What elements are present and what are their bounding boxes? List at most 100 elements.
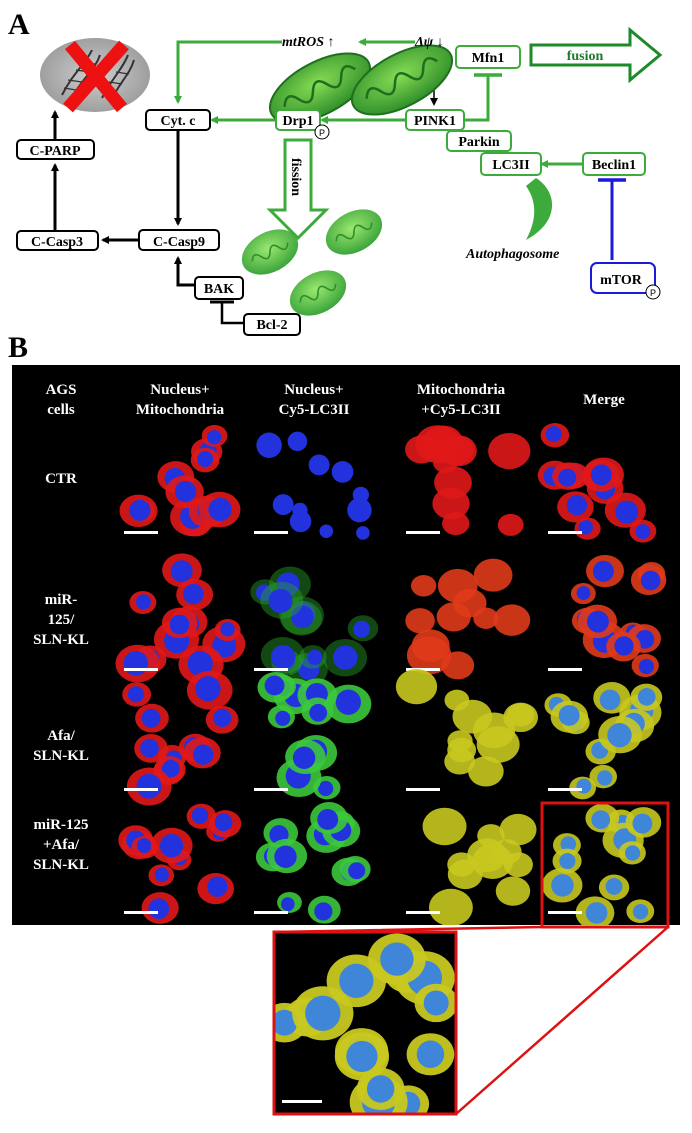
cell-nucleus [576,586,591,600]
row-label-2-line3: SLN-KL [33,632,89,648]
micrograph-tile [254,802,371,924]
cell-cytoplasm [477,824,505,848]
cell-nucleus [291,605,314,629]
panel-a-letter: A [8,8,30,41]
cell-nucleus [256,432,282,458]
cell-cytoplasm [422,807,467,846]
node-lc3ii: LC3II [480,152,542,176]
cell-nucleus [319,524,334,538]
phospho-badge-drp1 [314,124,330,140]
micrograph-tile [118,803,242,924]
cell-nucleus [255,584,273,601]
node-drp1: Drp1 P [275,109,330,140]
blocked-x-icon [63,40,129,113]
cell-nucleus [348,862,366,880]
cell-nucleus [170,560,193,583]
cell-nucleus [545,426,562,443]
cell-nucleus [154,867,169,882]
cell-nucleus [614,636,634,656]
svg-text:mTOR: mTOR [600,273,643,288]
fusion-label: fusion [567,49,604,64]
cell-nucleus [366,1075,395,1103]
panel-b-confocal-grid: B AGS cells Nucleus+ Mitochondria Nucleu… [8,331,680,1116]
cell-nucleus [187,651,213,677]
cell-cytoplasm [405,435,439,464]
svg-text:P: P [319,128,325,138]
zoom-inset-border [272,930,458,1116]
micrograph-tile [122,670,239,806]
inhibit-pink1-mfn1 [464,75,490,122]
cell-nucleus [174,480,197,503]
cell-nucleus [169,614,190,635]
micrograph-tile [254,672,372,800]
cell-nucleus [274,1009,298,1036]
micrograph-tile [544,681,663,800]
node-cparp: C-PARP [16,139,95,160]
cell-cytoplasm [499,813,537,846]
cell-nucleus [339,963,374,998]
mitochondrion-fragment-icon [289,270,347,316]
fusion-arrow: fusion [529,26,663,84]
cell-nucleus [352,486,369,504]
cell-nucleus [136,773,162,799]
cell-nucleus [346,1040,378,1073]
cell-cytoplasm [497,513,524,536]
svg-text:P: P [650,288,656,298]
cell-nucleus [591,810,611,830]
svg-text:Cyt. c: Cyt. c [161,114,196,129]
node-bak: BAK [194,276,244,300]
cell-nucleus [640,570,661,591]
fission-arrow: fission [266,138,330,241]
cell-line-label-line2: cells [47,402,75,418]
cell-nucleus [597,770,613,786]
row-label-2-line1: miR- [45,592,78,608]
cell-nucleus [566,495,588,516]
cell-nucleus [159,834,184,858]
svg-text:Beclin1: Beclin1 [592,158,636,173]
cell-nucleus [331,461,354,483]
cell-nucleus [161,759,180,778]
scale-bar [406,531,440,534]
cell-nucleus [632,813,653,834]
scale-bar [548,911,582,914]
scale-bar [124,668,158,671]
cell-cytoplasm [473,607,499,629]
cell-nucleus [264,675,285,696]
cell-nucleus [140,738,159,758]
cell-nucleus [208,497,232,522]
scale-bar [124,911,158,914]
cell-nucleus [347,497,372,523]
cell-cytoplasm [447,730,473,752]
cell-nucleus [220,622,235,637]
micrograph-tile [395,668,539,791]
cell-nucleus [214,813,233,832]
cell-cytoplasm [444,748,475,775]
micrograph-tile [250,566,379,687]
zoom-inset-micrograph [274,933,456,1114]
scale-bar [406,788,440,791]
nucleus-dna-icon [40,38,150,113]
mitochondrion-icon [350,44,454,116]
cell-nucleus [416,1040,445,1069]
svg-text:Mfn1: Mfn1 [472,51,505,66]
fission-label: fission [288,158,303,196]
cell-nucleus [136,838,152,854]
mitochondrion-icon [268,52,372,124]
svg-text:Drp1: Drp1 [282,114,313,129]
row-label-ctr: CTR [45,471,77,487]
col-header-2-line1: Nucleus+ [284,382,343,398]
svg-text:Parkin: Parkin [458,135,499,150]
cell-nucleus [576,778,592,794]
micrograph-tile [537,423,657,543]
cell-cytoplasm [428,888,473,925]
cell-cytoplasm [468,756,504,787]
panel-b-letter: B [8,331,28,364]
cell-cytoplasm [473,558,513,592]
cell-nucleus [317,809,339,830]
cell-nucleus [559,852,576,870]
mtros-label: mtROS ↑ [282,35,335,50]
micrograph-tile [405,558,531,680]
scale-bar [124,531,158,534]
zoom-highlight-box [540,801,670,929]
